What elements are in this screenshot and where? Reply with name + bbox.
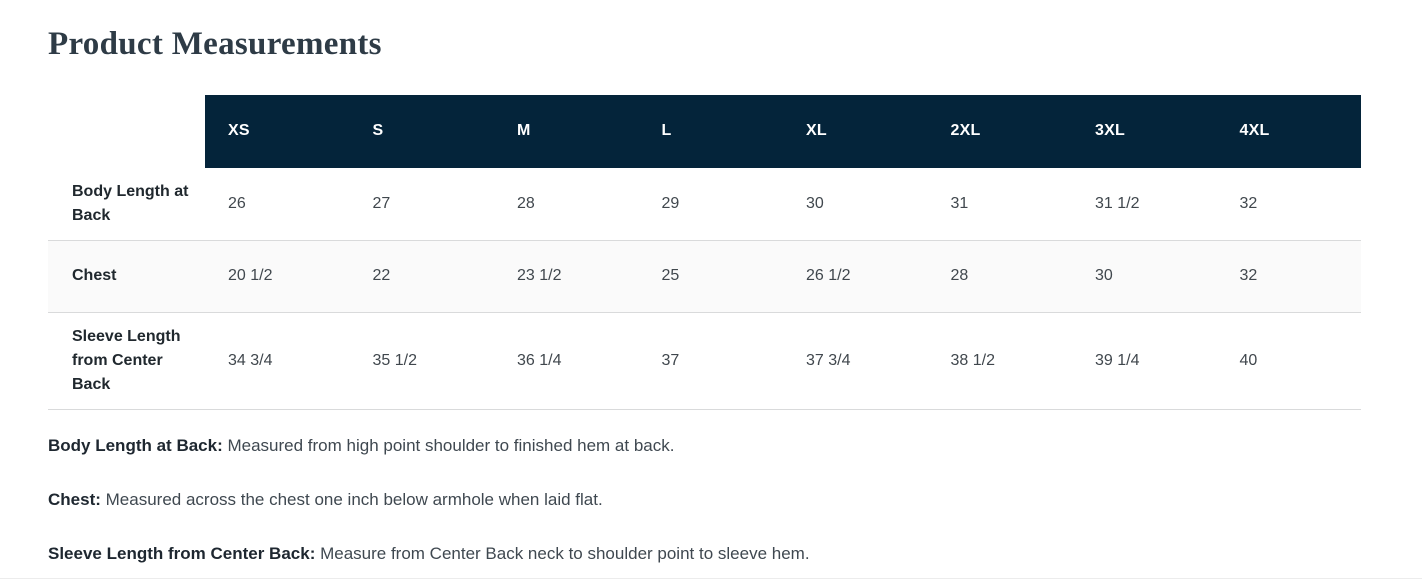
- size-column-header-2xl: 2XL: [927, 94, 1072, 168]
- definition-text: Measure from Center Back neck to shoulde…: [315, 543, 810, 563]
- size-column-header-xs: XS: [205, 94, 350, 168]
- measurement-value: 39 1/4: [1095, 351, 1140, 369]
- size-column-header-m: M: [494, 94, 639, 168]
- size-column-header-3xl: 3XL: [1072, 94, 1217, 168]
- size-chart-body: Body Length at Back 26 27 28 29 30 31 31 1/2 32 C…: [48, 167, 1361, 410]
- measurement-value: 30: [1095, 267, 1113, 285]
- measurement-value: 28: [517, 194, 535, 212]
- measurement-value: 32: [1239, 267, 1258, 285]
- measurement-value: 40: [1239, 351, 1258, 369]
- definition-text: Measured across the chest one inch below…: [100, 489, 603, 509]
- measurement-definitions: Body Length at Back: Measured from high …: [48, 435, 1361, 563]
- measurement-value: 31: [950, 194, 969, 212]
- row-label: Body Length at Back: [72, 182, 189, 224]
- measurement-value: 36 1/4: [517, 351, 562, 369]
- measurement-definition: Body Length at Back: Measured from high …: [48, 435, 1361, 455]
- size-column-header-4xl: 4XL: [1216, 94, 1361, 168]
- measurement-value: 32: [1239, 194, 1258, 212]
- measurement-value: 26: [228, 194, 246, 212]
- measurement-value: 20 1/2: [228, 267, 273, 285]
- page-title: Product Measurements: [48, 26, 382, 62]
- definition-text: Measured from high point shoulder to fin…: [222, 435, 675, 455]
- measurement-value: 27: [372, 194, 391, 212]
- measurement-value: 34 3/4: [228, 351, 273, 369]
- table-row: Sleeve Length from Center Back 34 3/4 35 1…: [48, 312, 1361, 410]
- size-column-header-s: S: [349, 94, 494, 168]
- definition-term: Sleeve Length from Center Back:: [48, 543, 316, 563]
- definition-term: Body Length at Back:: [48, 435, 223, 455]
- row-label: Sleeve Length from Center Back: [72, 327, 181, 393]
- size-chart-table: XS S M L XL 2XL 3XL 4XL Body Length at Back 26 27…: [48, 94, 1361, 410]
- measurement-value: 31 1/2: [1095, 194, 1140, 212]
- measurement-value: 37 3/4: [806, 351, 851, 369]
- measurement-value: 26 1/2: [806, 267, 851, 285]
- row-label: Chest: [72, 267, 117, 285]
- definition-term: Chest:: [48, 489, 101, 509]
- measurement-value: 25: [661, 267, 680, 285]
- measurement-value: 38 1/2: [950, 351, 995, 369]
- measurement-value: 29: [661, 194, 680, 212]
- table-row: Body Length at Back 26 27 28 29 30 31 31 1/2 32: [48, 167, 1361, 241]
- measurement-value: 22: [372, 267, 391, 285]
- measurement-value: 23 1/2: [517, 267, 562, 285]
- measurement-value: 37: [661, 351, 680, 369]
- measurement-definition: Sleeve Length from Center Back: Measure …: [48, 543, 1361, 563]
- header-corner-cell: [48, 95, 205, 168]
- table-row: Chest 20 1/2 22 23 1/2 25 26 1/2 28 30 32: [48, 240, 1361, 313]
- size-chart-header-row: XS S M L XL 2XL 3XL 4XL: [48, 94, 1361, 168]
- size-column-header-l: L: [638, 94, 783, 168]
- measurement-definition: Chest: Measured across the chest one inc…: [48, 489, 1361, 509]
- measurement-value: 35 1/2: [372, 351, 417, 369]
- size-column-header-xl: XL: [783, 94, 928, 168]
- measurement-value: 30: [806, 194, 824, 212]
- measurement-value: 28: [950, 267, 969, 285]
